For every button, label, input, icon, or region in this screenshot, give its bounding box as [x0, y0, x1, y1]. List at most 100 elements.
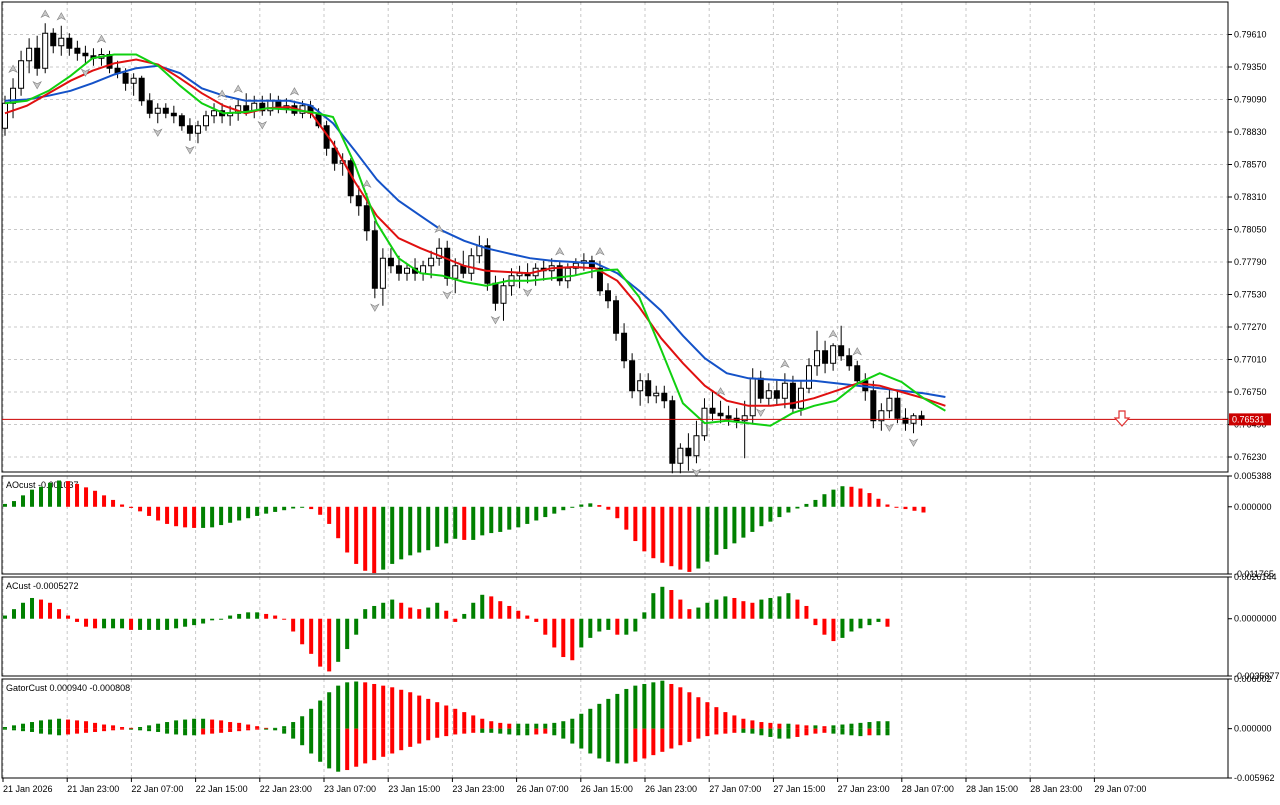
- candle[interactable]: [50, 32, 57, 47]
- candle[interactable]: [870, 390, 877, 422]
- candle[interactable]: [436, 247, 443, 259]
- candle[interactable]: [677, 447, 684, 464]
- candle[interactable]: [42, 32, 49, 69]
- candle[interactable]: [452, 265, 459, 279]
- ac-bar: [246, 612, 251, 619]
- candle[interactable]: [629, 360, 636, 392]
- candle[interactable]: [18, 60, 25, 89]
- candle[interactable]: [444, 247, 451, 279]
- candle[interactable]: [130, 77, 137, 84]
- candle[interactable]: [170, 112, 177, 117]
- gator-bar: [12, 728, 17, 731]
- candle[interactable]: [58, 37, 65, 47]
- candle[interactable]: [66, 37, 73, 49]
- candle[interactable]: [878, 410, 885, 422]
- candle[interactable]: [725, 415, 732, 419]
- gator-bar: [750, 720, 755, 729]
- candle[interactable]: [846, 355, 853, 367]
- candle[interactable]: [902, 417, 909, 424]
- candle[interactable]: [186, 125, 193, 134]
- candle[interactable]: [757, 377, 764, 399]
- candle[interactable]: [789, 382, 796, 409]
- candle[interactable]: [653, 392, 660, 397]
- candle[interactable]: [637, 380, 644, 392]
- candle[interactable]: [178, 115, 185, 127]
- candle[interactable]: [194, 125, 201, 134]
- candle[interactable]: [797, 387, 804, 409]
- candle[interactable]: [830, 345, 837, 364]
- candle[interactable]: [404, 267, 410, 274]
- candle[interactable]: [363, 205, 370, 232]
- candle[interactable]: [709, 407, 716, 414]
- ao-bar: [264, 506, 269, 514]
- candle[interactable]: [259, 102, 266, 112]
- candle[interactable]: [355, 195, 362, 207]
- candle[interactable]: [749, 377, 756, 417]
- candle[interactable]: [146, 100, 153, 114]
- candle[interactable]: [572, 262, 579, 269]
- candle[interactable]: [2, 102, 8, 129]
- price-tick-label: 0.77010: [1234, 355, 1267, 365]
- candle[interactable]: [74, 47, 81, 54]
- candle[interactable]: [26, 47, 33, 62]
- candle[interactable]: [886, 397, 893, 412]
- candle[interactable]: [211, 110, 218, 117]
- candle[interactable]: [243, 105, 250, 112]
- candle[interactable]: [162, 107, 169, 114]
- candle[interactable]: [613, 300, 620, 334]
- gator-bar: [381, 685, 386, 729]
- ac-bar: [21, 602, 26, 619]
- candle[interactable]: [814, 350, 821, 367]
- ac-bar: [228, 615, 233, 619]
- ao-indicator-panel[interactable]: 0.005388 0.000000 -0.011765 AOcust -0.00103…: [1, 471, 1274, 579]
- candle[interactable]: [661, 392, 668, 402]
- candle[interactable]: [564, 267, 571, 282]
- gator-bar: [669, 683, 674, 729]
- candle[interactable]: [693, 435, 700, 457]
- candle[interactable]: [605, 290, 611, 302]
- candle[interactable]: [484, 245, 491, 284]
- candle[interactable]: [387, 257, 394, 267]
- candle[interactable]: [894, 397, 901, 419]
- candle[interactable]: [781, 382, 788, 399]
- candle[interactable]: [138, 77, 145, 102]
- candle[interactable]: [806, 365, 812, 389]
- candle[interactable]: [203, 115, 209, 127]
- candle[interactable]: [773, 390, 780, 399]
- candle[interactable]: [468, 255, 475, 274]
- candle[interactable]: [854, 365, 861, 382]
- candle[interactable]: [596, 267, 603, 292]
- candle[interactable]: [492, 282, 499, 304]
- candle[interactable]: [838, 345, 845, 357]
- gator-bar: [255, 726, 260, 729]
- candle[interactable]: [395, 265, 402, 274]
- candle[interactable]: [717, 412, 724, 417]
- gator-indicator-panel[interactable]: 0.006002 0.000000 -0.005962 GatorCust 0.000…: [1, 674, 1275, 783]
- candle[interactable]: [379, 257, 386, 289]
- candle[interactable]: [371, 230, 378, 289]
- candle[interactable]: [500, 285, 507, 304]
- candle[interactable]: [82, 52, 89, 57]
- candle[interactable]: [420, 265, 427, 274]
- candle[interactable]: [645, 380, 652, 397]
- candle[interactable]: [331, 147, 338, 164]
- candle[interactable]: [556, 265, 563, 282]
- candle[interactable]: [621, 332, 628, 362]
- candle[interactable]: [428, 257, 435, 267]
- ac-indicator-panel[interactable]: 0.0026144 0.0000000 -0.0035877 ACust -0.000…: [1, 572, 1280, 681]
- price-chart-panel[interactable]: 0.79610 0.79350 0.79090 0.78830 0.78570 0.783…: [1, 1, 1271, 477]
- candle[interactable]: [741, 415, 748, 422]
- gator-bar: [831, 728, 836, 734]
- candle[interactable]: [34, 47, 41, 69]
- candle[interactable]: [122, 72, 129, 84]
- gator-bar: [210, 728, 215, 734]
- gator-bar: [264, 728, 269, 730]
- gator-bar: [381, 728, 386, 757]
- candle[interactable]: [669, 400, 676, 464]
- candle[interactable]: [822, 350, 829, 364]
- candle[interactable]: [685, 447, 692, 457]
- candle[interactable]: [154, 107, 161, 114]
- candle[interactable]: [765, 390, 772, 399]
